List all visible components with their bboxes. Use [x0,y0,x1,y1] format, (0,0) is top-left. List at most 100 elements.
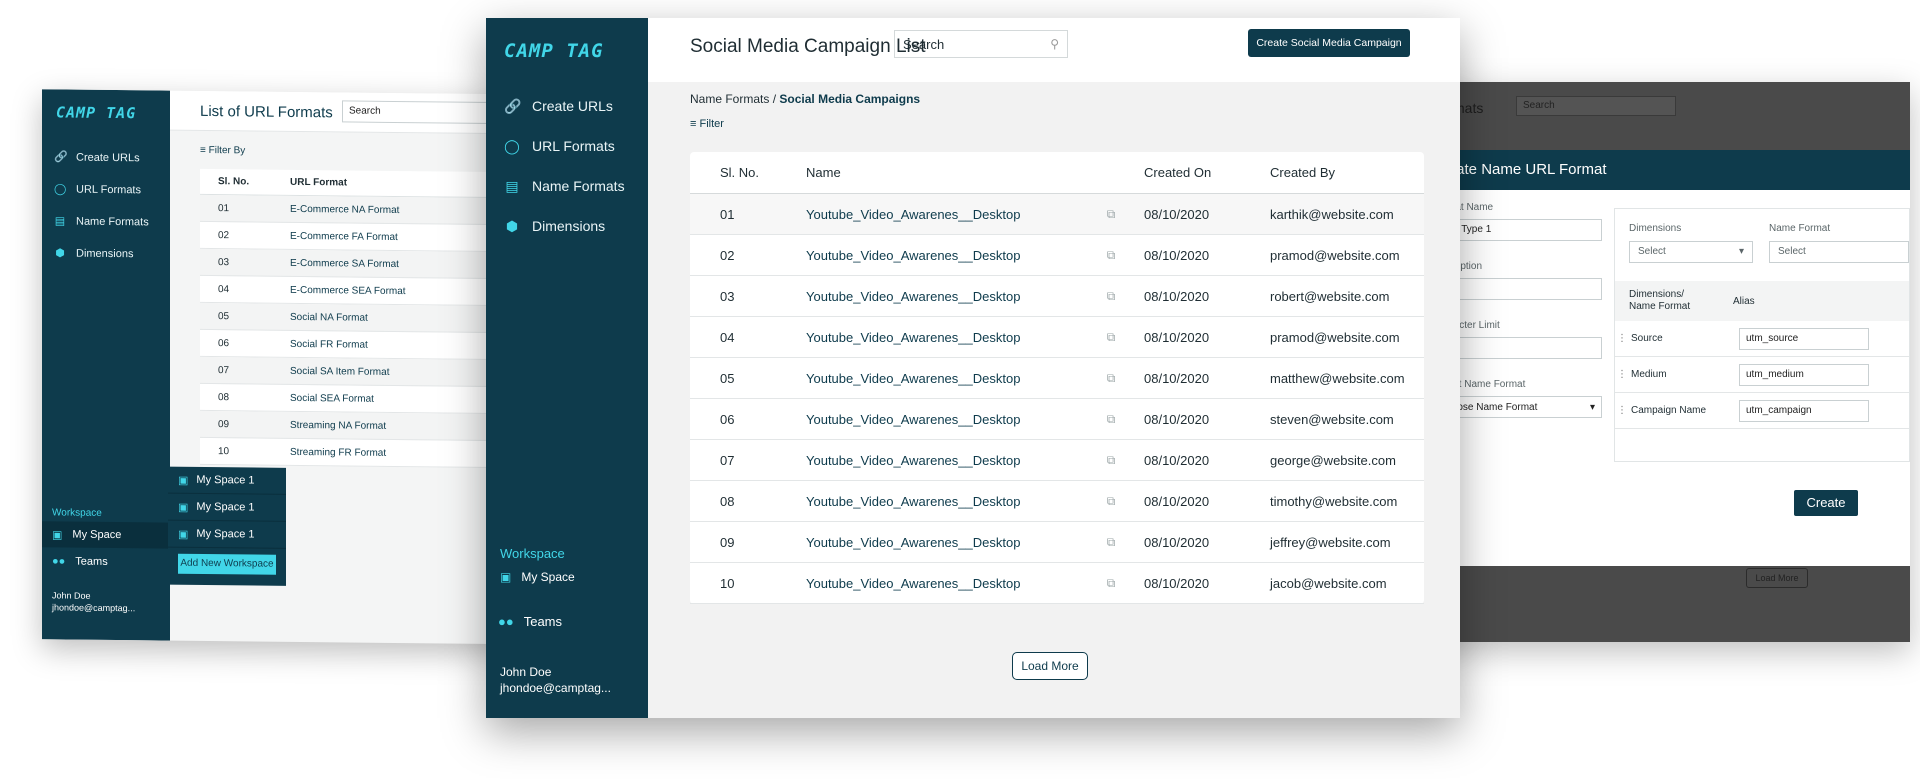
teams-item[interactable]: ●● Teams [498,614,562,629]
copy-icon[interactable]: ⧉ [1106,493,1116,508]
sidebar-item-url-formats[interactable]: ◯ URL Formats [504,126,625,166]
created-by: steven@website.com [1270,411,1394,427]
filter-button[interactable]: ≡ Filter By [200,145,245,156]
my-space-label: My Space [521,570,575,584]
sidebar-item-create-urls[interactable]: 🔗 Create URLs [54,141,149,174]
copy-icon[interactable]: ⧉ [1106,370,1116,385]
search-input[interactable]: Search ⚲ [894,30,1068,58]
campaign-name-link[interactable]: Youtube_Video_Awarenes__Desktop [806,288,1021,304]
breadcrumb-link[interactable]: Name Formats [690,92,770,106]
copy-icon[interactable]: ⧉ [1106,411,1116,426]
user-info[interactable]: John Doe jhondoe@camptag... [52,589,135,614]
filter-icon: ≡ [200,144,209,157]
table-row[interactable]: 02 Youtube_Video_Awarenes__Desktop ⧉ 08/10/… [690,235,1424,276]
social-media-campaign-window: CAMP TAG 🔗 Create URLs ◯ URL Formats ▤ Name… [486,18,1460,718]
alias-input[interactable]: utm_campaign [1739,399,1869,422]
workspace-item[interactable]: ▣ My Space 1 [168,520,286,549]
drag-handle-icon[interactable]: ⋮ [1617,369,1627,380]
campaign-name-link[interactable]: Youtube_Video_Awarenes__Desktop [806,247,1021,263]
sidebar-item-name-formats[interactable]: ▤ Name Formats [504,166,624,206]
app-logo: CAMP TAG [56,103,137,123]
campaign-name-link[interactable]: Youtube_Video_Awarenes__Desktop [806,329,1021,345]
name-format-select[interactable]: Select [1769,241,1909,263]
copy-icon[interactable]: ⧉ [1106,206,1116,221]
teams-item[interactable]: ●● Teams [52,555,108,568]
create-name-url-format-modal: Create Name URL Format Format Name URL T… [1420,150,1910,566]
copy-icon[interactable]: ⧉ [1106,329,1116,344]
format-name-input[interactable]: URL Type 1 [1432,219,1602,241]
workspace-label: Workspace [500,546,565,561]
copy-icon[interactable]: ⧉ [1106,575,1116,590]
copy-icon[interactable]: ⧉ [1106,288,1116,303]
user-info[interactable]: John Doe jhondoe@camptag... [500,664,611,696]
created-on: 08/10/2020 [1144,493,1210,509]
row-number: 04 [218,283,230,295]
workspace-popup: ▣ My Space 1 ▣ My Space 1 ▣ My Space 1 Add Ne… [168,466,286,586]
load-more-button[interactable]: Load More [1746,568,1808,588]
teams-label: Teams [523,614,563,629]
created-by: jeffrey@website.com [1270,534,1391,550]
caret-down-icon: ▾ [1589,401,1595,413]
campaign-name-link[interactable]: Youtube_Video_Awarenes__Desktop [806,206,1021,222]
row-number: 07 [720,452,735,468]
sidebar-nav: 🔗 Create URLs ◯ URL Formats ▤ Name Formats … [504,86,625,246]
created-on: 08/10/2020 [1144,534,1210,550]
row-number: 01 [720,206,735,222]
row-number: 05 [218,310,230,322]
cube-icon: ⬢ [505,217,519,234]
sidebar-item-url-formats[interactable]: ◯ URL Formats [54,173,149,206]
campaign-name-link[interactable]: Youtube_Video_Awarenes__Desktop [806,370,1021,386]
sidebar-item-dimensions[interactable]: ⬢ Dimensions [54,237,149,270]
workspace-item[interactable]: ▣ My Space 1 [168,466,286,495]
breadcrumb-separator: / [772,92,777,106]
link-icon: 🔗 [504,97,522,114]
table-row[interactable]: 10 Youtube_Video_Awarenes__Desktop ⧉ 08/10/… [690,563,1424,604]
sidebar-item-create-urls[interactable]: 🔗 Create URLs [504,86,625,126]
briefcase-icon: ▣ [52,528,63,541]
create-social-media-campaign-button[interactable]: Create Social Media Campaign [1248,29,1410,57]
sidebar-item-label: Create URLs [76,151,140,165]
drag-handle-icon[interactable]: ⋮ [1617,405,1627,416]
my-space-item[interactable]: ▣ My Space [42,521,170,549]
table-row[interactable]: 04 Youtube_Video_Awarenes__Desktop ⧉ 08/10/… [690,317,1424,358]
copy-icon[interactable]: ⧉ [1106,247,1116,262]
campaign-name-link[interactable]: Youtube_Video_Awarenes__Desktop [806,452,1021,468]
load-more-button[interactable]: Load More [1012,652,1088,680]
created-by: matthew@website.com [1270,370,1405,386]
breadcrumb: Name Formats / Social Media Campaigns [690,92,920,106]
filter-button[interactable]: ≡ Filter [690,118,724,130]
campaign-name-link[interactable]: Youtube_Video_Awarenes__Desktop [806,411,1021,427]
table-row[interactable]: 07 Youtube_Video_Awarenes__Desktop ⧉ 08/10/… [690,440,1424,481]
parent-name-format-select[interactable]: Choose Name Format ▾ [1432,396,1602,418]
copy-icon[interactable]: ⧉ [1106,452,1116,467]
table-row[interactable]: 09 Youtube_Video_Awarenes__Desktop ⧉ 08/10/… [690,522,1424,563]
created-on: 08/10/2020 [1144,452,1210,468]
dimensions-select[interactable]: Select ▾ [1629,241,1753,263]
dimensions-label: Dimensions [1629,223,1682,234]
copy-icon[interactable]: ⧉ [1106,534,1116,549]
workspace-item[interactable]: ▣ My Space 1 [168,493,286,522]
my-space-item[interactable]: ▣ My Space [500,570,575,584]
alias-input[interactable]: utm_medium [1739,363,1869,386]
column-header: Alias [1733,295,1755,307]
add-workspace-button[interactable]: Add New Workspace [178,553,276,575]
created-by: robert@website.com [1270,288,1390,304]
table-row[interactable]: 05 Youtube_Video_Awarenes__Desktop ⧉ 08/10/… [690,358,1424,399]
search-input[interactable]: Search [1516,96,1676,116]
table-row[interactable]: 06 Youtube_Video_Awarenes__Desktop ⧉ 08/10/… [690,399,1424,440]
sidebar-item-name-formats[interactable]: ▤ Name Formats [54,205,149,238]
filter-label: Filter By [208,145,246,157]
table-row[interactable]: 03 Youtube_Video_Awarenes__Desktop ⧉ 08/10/… [690,276,1424,317]
table-row[interactable]: 08 Youtube_Video_Awarenes__Desktop ⧉ 08/10/… [690,481,1424,522]
row-number: 06 [218,337,230,349]
column-header: Sl. No. [720,165,760,180]
table-row[interactable]: 01 Youtube_Video_Awarenes__Desktop ⧉ 08/10/… [690,194,1424,235]
alias-input[interactable]: utm_source [1739,327,1869,350]
create-button[interactable]: Create [1794,490,1858,516]
campaign-name-link[interactable]: Youtube_Video_Awarenes__Desktop [806,575,1021,591]
campaign-name-link[interactable]: Youtube_Video_Awarenes__Desktop [806,493,1021,509]
sidebar-item-dimensions[interactable]: ⬢ Dimensions [504,206,625,246]
campaign-name-link[interactable]: Youtube_Video_Awarenes__Desktop [806,534,1021,550]
drag-handle-icon[interactable]: ⋮ [1617,333,1627,344]
